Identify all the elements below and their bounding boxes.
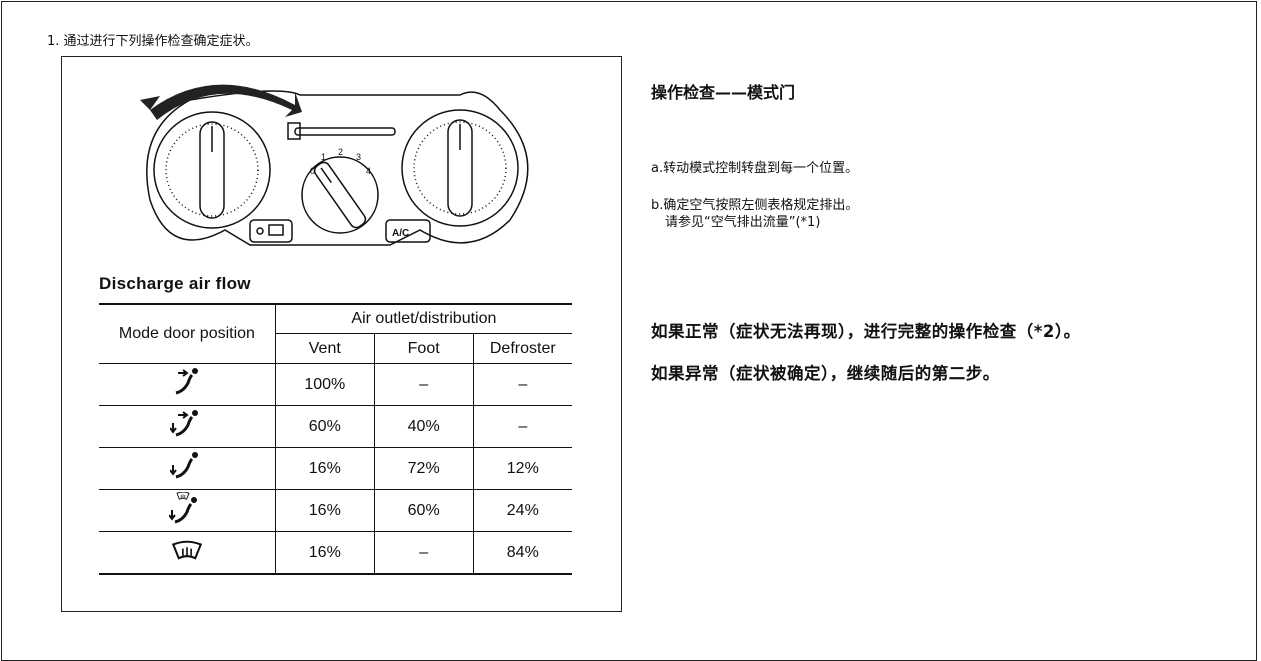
fan-speed: 2 [338, 147, 343, 157]
cell: 12% [472, 447, 572, 490]
icon [168, 408, 200, 437]
cell: – [472, 363, 572, 406]
item-text: 确定空气按照左侧表格规定排出。 [663, 198, 859, 213]
airflow-table: Mode door position Air outlet/distributi… [99, 303, 572, 575]
result-line: 如果异常（症状被确定），继续随后的第二步。 [651, 364, 1000, 383]
column-header: Vent [275, 333, 375, 364]
header-row: Mode door position Air outlet/distributi… [99, 303, 572, 364]
fan-speed: 3 [356, 152, 361, 162]
cell: – [373, 363, 474, 406]
icon [172, 540, 202, 560]
fan-speed: 0 [310, 166, 315, 176]
table-row: 60% 40% – [99, 405, 572, 448]
step-text: 通过进行下列操作检查确定症状。 [63, 34, 259, 49]
panel-outline [146, 90, 529, 246]
step-line: 1. 通过进行下列操作检查确定症状。 [47, 30, 259, 49]
fan-dial [301, 156, 379, 234]
instructions-title: 操作检查——模式门 [651, 83, 796, 102]
table-row: 16% – 84% [99, 531, 572, 575]
cell: 16% [274, 531, 375, 575]
table-row: 16% 60% 24% [99, 489, 572, 532]
cell: 60% [373, 489, 474, 532]
mode-icon [99, 489, 276, 532]
result-line: 如果正常（症状无法再现），进行完整的操作检查（*2）。 [651, 322, 1081, 341]
cell: 16% [274, 489, 375, 532]
step-number: 1. [47, 34, 60, 49]
cell: – [472, 405, 572, 448]
column-header: Foot [373, 333, 474, 364]
item-marker: a. [651, 161, 664, 176]
ac-label: A/C [392, 228, 409, 239]
column-header: Defroster [472, 333, 572, 364]
icon [167, 491, 199, 524]
mode-icon [99, 363, 276, 406]
cell: 60% [274, 405, 375, 448]
buttons [249, 219, 431, 243]
cell: 16% [274, 447, 375, 490]
table-title: Discharge air flow [99, 274, 251, 293]
rotate-arrow-head [140, 96, 160, 110]
instruction-item: b.确定空气按照左侧表格规定排出。 [651, 194, 858, 213]
table-row: 100% – – [99, 363, 572, 406]
item-text: 转动模式控制转盘到每一个位置。 [663, 161, 859, 176]
cell: 72% [373, 447, 474, 490]
instruction-item: a.转动模式控制转盘到每一个位置。 [651, 157, 858, 176]
cell: 100% [274, 363, 375, 406]
mode-icon [99, 447, 276, 490]
fan-speed-labels: 0 1 2 3 4 [310, 147, 371, 176]
cell: 84% [472, 531, 572, 575]
control-panel-diagram: 0 1 2 3 4 A/C [140, 84, 529, 246]
cell: – [373, 531, 474, 575]
mode-dial [153, 111, 271, 229]
fan-speed: 4 [366, 166, 371, 176]
group-header: Air outlet/distribution [274, 303, 572, 334]
mode-icon [99, 405, 276, 448]
temp-dial [401, 109, 519, 227]
item-marker: b. [651, 198, 664, 213]
icon [168, 450, 200, 479]
rotate-arrow [150, 84, 302, 120]
cell: 40% [373, 405, 474, 448]
cell: 24% [472, 489, 572, 532]
icon [174, 366, 200, 395]
item-note: 请参见“空气排出流量”(*1) [665, 215, 821, 230]
fan-speed: 1 [321, 152, 326, 162]
header-row: Vent Foot Defroster [99, 333, 572, 364]
mode-icon [99, 531, 276, 575]
table-row: 16% 72% 12% [99, 447, 572, 490]
row-label-header: Mode door position [99, 303, 276, 364]
slider [287, 122, 396, 140]
figure-box [61, 56, 622, 612]
